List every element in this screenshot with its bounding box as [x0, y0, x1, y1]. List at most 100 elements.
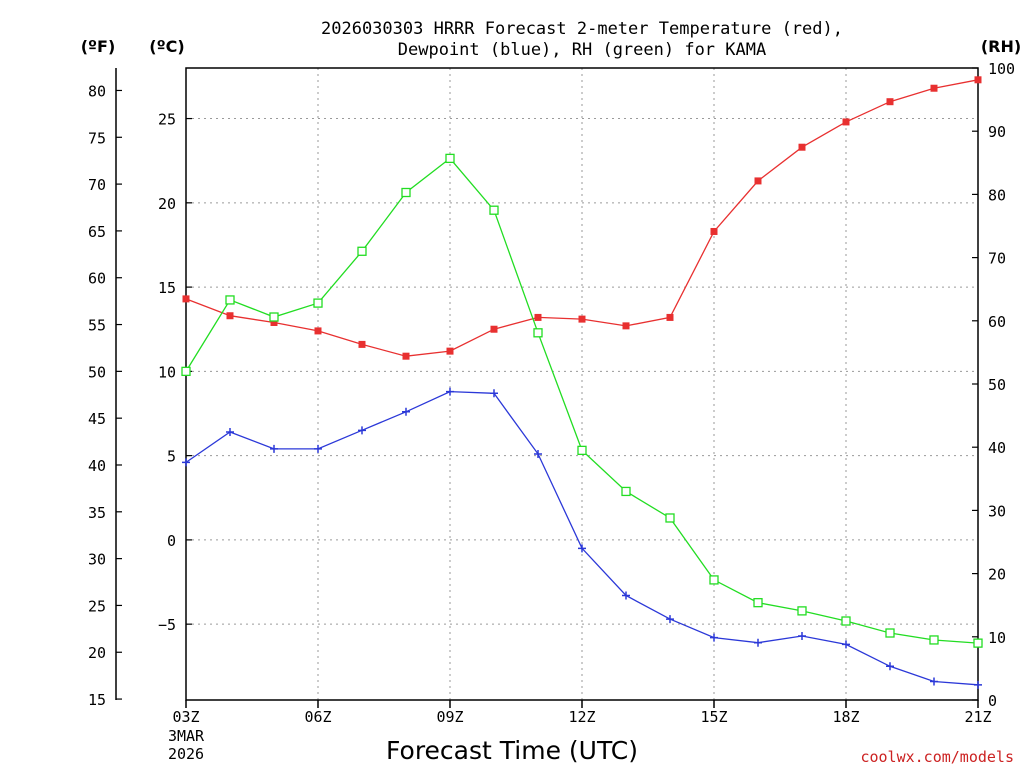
dewpoint-point — [622, 591, 630, 600]
dewpoint-point — [226, 428, 234, 437]
fahrenheit-tick-label: 50 — [88, 363, 106, 381]
rh-tick-label: 90 — [988, 123, 1006, 141]
fahrenheit-tick-label: 65 — [88, 223, 106, 241]
unit-label-celsius: (ºC) — [149, 37, 184, 56]
celsius-tick-label: 5 — [167, 448, 176, 466]
temperature-point — [842, 118, 850, 126]
fahrenheit-tick-label: 35 — [88, 504, 106, 522]
fahrenheit-tick-label: 15 — [88, 691, 106, 709]
celsius-tick-label: 25 — [158, 111, 176, 129]
axes: 03Z 06Z 09Z 12Z 15Z 18Z 21Z2520151050−58075706… — [88, 60, 1015, 726]
temperature-point — [974, 76, 982, 84]
rh-point — [401, 187, 411, 198]
temperature-point — [534, 313, 542, 321]
temperature-point — [446, 347, 454, 355]
rh-point — [577, 445, 587, 456]
rh-point — [709, 575, 719, 585]
dewpoint-point — [754, 638, 762, 647]
x-tick-label: 03Z — [172, 708, 199, 726]
temperature-point — [226, 312, 234, 320]
temperature-point — [754, 177, 762, 185]
dewpoint-point — [710, 633, 718, 642]
temperature-point — [358, 340, 366, 348]
rh-point — [489, 205, 499, 215]
rh-point — [445, 153, 455, 164]
celsius-tick-label: −5 — [158, 616, 176, 634]
rh-tick-label: 80 — [988, 186, 1006, 204]
rh-point — [357, 246, 367, 256]
fahrenheit-tick-label: 70 — [88, 176, 106, 194]
unit-label-fahrenheit: (ºF) — [81, 37, 116, 56]
temperature-point — [402, 352, 410, 360]
rh-tick-label: 10 — [988, 629, 1006, 647]
x-tick-label: 15Z — [700, 708, 727, 726]
rh-tick-label: 0 — [988, 692, 997, 710]
rh-point — [621, 486, 631, 497]
dewpoint-point — [182, 458, 190, 467]
rh-tick-label: 70 — [988, 250, 1006, 268]
x-tick-label: 12Z — [568, 708, 595, 726]
dewpoint-point — [930, 677, 938, 686]
temperature-point — [930, 84, 938, 92]
dewpoint-point — [886, 662, 894, 671]
celsius-tick-label: 0 — [167, 532, 176, 550]
dewpoint-point — [534, 449, 542, 458]
rh-tick-label: 100 — [988, 60, 1015, 78]
celsius-tick-label: 15 — [158, 279, 176, 297]
chart-title-line2: Dewpoint (blue), RH (green) for KAMA — [398, 40, 766, 60]
fahrenheit-tick-label: 60 — [88, 270, 106, 288]
dewpoint-point — [842, 640, 850, 649]
dewpoint-point — [798, 631, 806, 640]
rh-point — [929, 635, 939, 645]
rh-point — [885, 628, 895, 638]
rh-tick-label: 20 — [988, 566, 1006, 584]
rh-series — [181, 153, 983, 648]
fahrenheit-tick-label: 45 — [88, 410, 106, 428]
x-date-line1: 3MAR — [168, 727, 205, 745]
rh-point — [841, 616, 851, 626]
temperature-point — [710, 227, 718, 235]
celsius-tick-label: 10 — [158, 363, 176, 381]
dewpoint-point — [446, 387, 454, 396]
rh-tick-label: 50 — [988, 376, 1006, 394]
dewpoint-point — [974, 680, 982, 689]
dewpoint-point — [578, 544, 586, 553]
temperature-series — [182, 76, 982, 360]
fahrenheit-tick-label: 40 — [88, 457, 106, 475]
rh-point — [269, 312, 279, 322]
rh-tick-label: 40 — [988, 439, 1006, 457]
temperature-point — [622, 322, 630, 330]
x-date-line2: 2026 — [168, 745, 204, 763]
rh-point — [313, 298, 323, 308]
dewpoint-point — [666, 615, 674, 624]
rh-point — [225, 295, 235, 305]
dewpoint-point — [358, 426, 366, 435]
plot-frame — [185, 67, 979, 701]
chart-title-line1: 2026030303 HRRR Forecast 2-meter Tempera… — [321, 19, 843, 39]
rh-point — [753, 598, 763, 608]
series — [181, 76, 983, 689]
gridlines — [186, 68, 978, 700]
temperature-point — [886, 98, 894, 106]
x-axis-label: Forecast Time (UTC) — [386, 736, 638, 765]
rh-tick-label: 30 — [988, 502, 1006, 520]
fahrenheit-tick-label: 55 — [88, 317, 106, 335]
fahrenheit-tick-label: 25 — [88, 597, 106, 615]
rh-point — [973, 638, 983, 648]
x-tick-label: 06Z — [304, 708, 331, 726]
temperature-point — [798, 143, 806, 151]
rh-point — [181, 366, 191, 377]
dewpoint-series — [182, 387, 982, 689]
dewpoint-point — [314, 444, 322, 453]
rh-point — [665, 513, 675, 523]
fahrenheit-tick-label: 20 — [88, 644, 106, 662]
celsius-tick-label: 20 — [158, 195, 176, 213]
x-tick-label: 18Z — [832, 708, 859, 726]
rh-tick-label: 60 — [988, 313, 1006, 331]
rh-point — [797, 606, 807, 616]
dewpoint-point — [490, 389, 498, 398]
dewpoint-point — [270, 444, 278, 453]
temperature-point — [182, 295, 190, 303]
unit-label-rh: (RH) — [981, 37, 1021, 56]
